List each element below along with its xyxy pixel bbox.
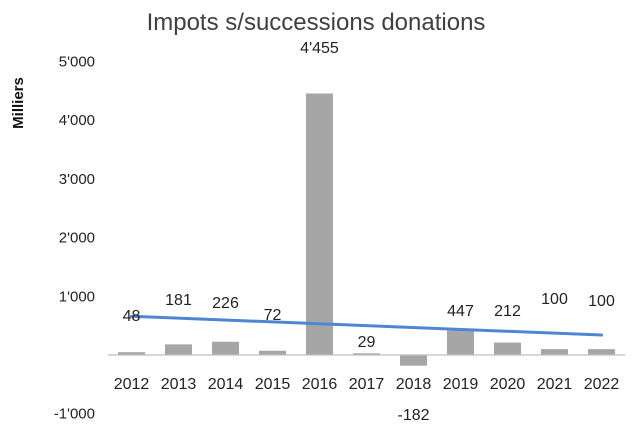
data-label: 447 bbox=[447, 303, 474, 320]
x-tick-label: 2021 bbox=[537, 376, 573, 393]
x-tick-label: 2020 bbox=[490, 376, 526, 393]
bar bbox=[400, 355, 427, 366]
data-label: 72 bbox=[264, 307, 282, 324]
bar bbox=[353, 353, 380, 355]
chart-title: Impots s/successions donations bbox=[147, 9, 486, 36]
x-tick-label: 2014 bbox=[208, 376, 244, 393]
data-labels: 48 181 226 72 4'455 29 -182 447 212 100 100 bbox=[123, 40, 615, 424]
bar bbox=[494, 342, 521, 355]
data-label: 226 bbox=[212, 295, 239, 312]
data-label: 48 bbox=[123, 308, 141, 325]
x-tick-label: 2018 bbox=[396, 376, 432, 393]
x-tick-label: 2012 bbox=[114, 376, 150, 393]
data-label: 100 bbox=[541, 291, 568, 308]
x-tick-label: 2015 bbox=[255, 376, 291, 393]
y-tick-label: 1'000 bbox=[59, 288, 95, 305]
y-tick-label: 4'000 bbox=[59, 112, 95, 129]
bar bbox=[165, 344, 192, 355]
x-tick-label: 2022 bbox=[584, 376, 620, 393]
data-label: 100 bbox=[588, 293, 615, 310]
x-tick-label: 2013 bbox=[161, 376, 197, 393]
y-axis-label: Milliers bbox=[10, 77, 27, 129]
bar bbox=[541, 349, 568, 355]
trendline bbox=[130, 314, 603, 337]
bars bbox=[118, 93, 615, 366]
bar bbox=[447, 328, 474, 355]
x-tick-label: 2019 bbox=[443, 376, 479, 393]
data-label: -182 bbox=[397, 407, 429, 424]
bar bbox=[306, 93, 333, 355]
y-tick-label: 2'000 bbox=[59, 230, 95, 247]
data-label: 181 bbox=[165, 292, 192, 309]
bar bbox=[212, 341, 239, 355]
bar bbox=[118, 352, 145, 355]
bar bbox=[588, 349, 615, 355]
x-tick-labels: 2012 2013 2014 2015 2016 2017 2018 2019 2020 2021… bbox=[114, 376, 620, 393]
y-tick-label: 3'000 bbox=[59, 171, 95, 188]
data-label: 4'455 bbox=[300, 40, 339, 57]
x-tick-label: 2017 bbox=[349, 376, 385, 393]
x-tick-label: 2016 bbox=[302, 376, 338, 393]
y-tick-label: -1'000 bbox=[54, 406, 95, 423]
data-label: 212 bbox=[494, 303, 521, 320]
y-tick-label: 5'000 bbox=[59, 54, 95, 71]
trendline-group bbox=[130, 314, 603, 337]
y-tick-labels: 5'000 4'000 3'000 2'000 1'000 -1'000 bbox=[54, 54, 95, 423]
bar bbox=[259, 350, 286, 355]
data-label: 29 bbox=[358, 334, 376, 351]
